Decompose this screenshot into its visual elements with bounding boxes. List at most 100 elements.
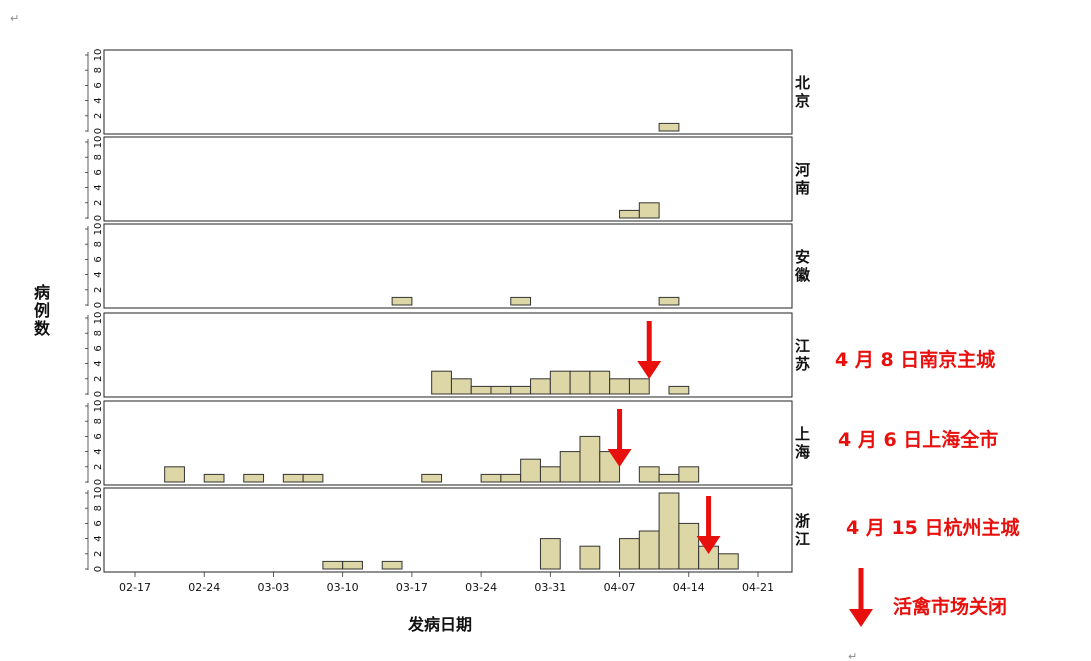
arrow-head	[637, 361, 662, 379]
bar	[559, 451, 581, 483]
x-tick-label: 03-10	[327, 581, 359, 594]
y-axis-title-char: 例	[34, 301, 50, 320]
y-tick-label: 2	[93, 200, 104, 206]
bar	[717, 553, 739, 570]
x-tick-label: 04-21	[742, 581, 774, 594]
facet-label: 苏	[795, 355, 810, 373]
paragraph-mark: ↵	[848, 650, 857, 661]
bar	[282, 473, 304, 483]
bar	[569, 370, 591, 395]
legend-label: 活禽市场关闭	[893, 595, 1007, 618]
facet-label: 河	[795, 161, 810, 179]
facet-panel-5: 0 2 4 6 8 10 浙江	[85, 487, 810, 573]
bar	[490, 385, 512, 395]
bar	[628, 378, 650, 395]
y-tick-label: 8	[93, 67, 104, 73]
x-tick-label: 02-17	[119, 581, 151, 594]
y-tick-label: 10	[93, 400, 104, 413]
y-tick-label: 6	[93, 169, 104, 175]
bar	[243, 473, 265, 483]
facet-panel-3: 0 2 4 6 8 10 江苏	[85, 312, 810, 398]
panel-frame	[103, 49, 793, 135]
y-tick-label: 4	[93, 271, 104, 277]
bar	[658, 473, 680, 483]
facet-panel-2: 0 2 4 6 8 10 安徽	[85, 223, 811, 309]
panel-frame	[103, 223, 793, 309]
y-tick-label: 2	[93, 376, 104, 382]
y-tick-label: 8	[93, 241, 104, 247]
bar	[589, 370, 611, 395]
bar	[381, 560, 403, 570]
annotation-label: 4 月 15 日杭州主城	[846, 516, 1020, 539]
y-tick-label: 8	[93, 154, 104, 160]
facet-panels: 0246810北京0246810河南0246810安徽0246810江苏0246…	[85, 49, 811, 573]
facet-label: 南	[795, 179, 810, 197]
bar	[658, 296, 680, 306]
facet-panel-4: 0 2 4 6 8 10 上海	[85, 400, 810, 486]
y-tick-label: 4	[93, 97, 104, 103]
bar	[530, 378, 551, 395]
bar	[342, 560, 363, 570]
bar	[421, 473, 443, 483]
bar	[549, 370, 571, 395]
y-tick-label: 0	[93, 302, 104, 308]
y-tick-label: 2	[93, 551, 104, 557]
x-tick-label: 04-14	[673, 581, 705, 594]
bar	[539, 466, 561, 483]
y-tick-label: 0	[93, 391, 104, 397]
panel-frame	[103, 400, 793, 486]
x-tick-label: 03-17	[396, 581, 428, 594]
bar	[678, 522, 700, 570]
annotation-label: 4 月 6 日上海全市	[838, 428, 998, 451]
bar	[638, 530, 660, 570]
bar	[609, 378, 630, 395]
facet-label: 江	[795, 337, 810, 355]
x-axis-title: 发病日期	[407, 615, 472, 634]
facet-label: 京	[795, 92, 810, 110]
closure-arrow	[696, 496, 721, 554]
y-tick-label: 8	[93, 418, 104, 424]
arrow-head	[696, 536, 721, 554]
bar	[391, 296, 413, 306]
x-tick-label: 03-24	[465, 581, 497, 594]
x-tick-label: 04-07	[604, 581, 636, 594]
bar	[431, 370, 452, 395]
facet-label: 江	[795, 530, 810, 548]
bar	[619, 538, 640, 570]
bar	[668, 385, 690, 395]
facet-label: 上	[795, 425, 810, 443]
bar	[450, 378, 472, 395]
y-tick-label: 0	[93, 215, 104, 221]
bar	[619, 209, 640, 219]
y-tick-label: 2	[93, 287, 104, 293]
y-tick-label: 10	[93, 487, 104, 500]
y-axis-title-char: 病	[34, 283, 50, 302]
bar	[164, 466, 185, 483]
y-tick-label: 4	[93, 360, 104, 366]
bar	[658, 122, 680, 132]
bar	[302, 473, 324, 483]
bar	[678, 466, 700, 483]
bar	[579, 545, 601, 570]
paragraph-mark: ↵	[10, 12, 19, 25]
y-tick-label: 6	[93, 256, 104, 262]
y-tick-label: 8	[93, 330, 104, 336]
bar	[480, 473, 502, 483]
bar	[579, 435, 601, 483]
arrow-head	[607, 449, 632, 467]
y-tick-label: 0	[93, 128, 104, 134]
facet-label: 海	[795, 443, 810, 461]
legend-arrow	[849, 568, 873, 627]
bar	[470, 385, 492, 395]
annotation-label: 4 月 8 日南京主城	[835, 348, 995, 371]
panel-frame	[103, 136, 793, 222]
x-tick-label: 02-24	[188, 581, 220, 594]
bar	[658, 492, 680, 570]
y-tick-label: 10	[93, 49, 104, 62]
arrow-head	[849, 609, 873, 627]
bar	[322, 560, 344, 570]
facet-panel-1: 0 2 4 6 8 10 河南	[85, 136, 810, 222]
panel-frame	[103, 312, 793, 398]
